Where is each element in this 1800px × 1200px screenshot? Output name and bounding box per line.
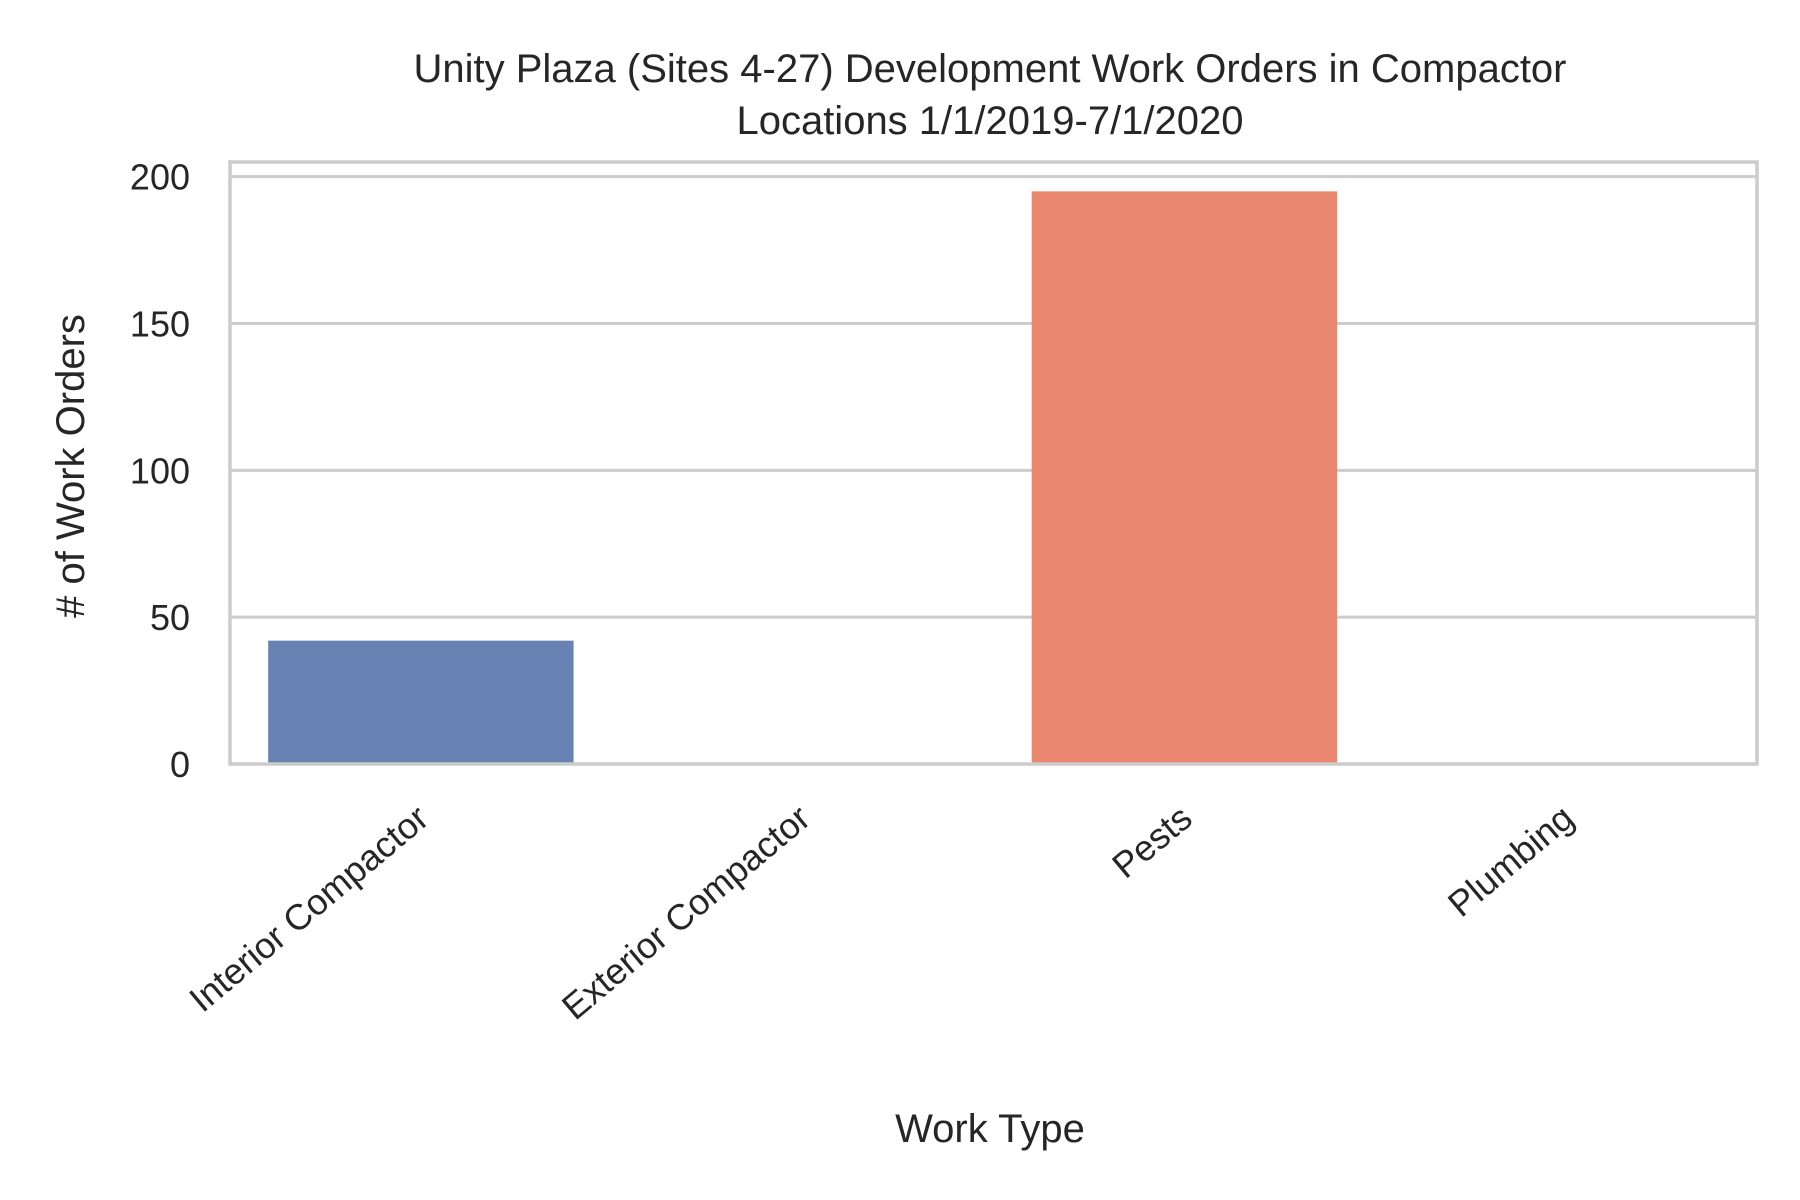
plot-frame	[228, 160, 1759, 766]
x-axis-ticks: Interior Compactor Exterior Compactor Pest…	[181, 797, 1581, 1028]
bar-interior-compactor	[268, 640, 574, 764]
x-tick-label: Interior Compactor	[181, 797, 436, 1020]
bars	[268, 191, 1338, 765]
y-tick-label: 0	[170, 744, 190, 785]
x-tick-label: Plumbing	[1440, 797, 1581, 925]
y-tick-label: 150	[130, 304, 190, 345]
y-axis-ticks: 0 50 100 150 200	[130, 157, 190, 785]
x-tick-label: Exterior Compactor	[554, 797, 818, 1028]
y-axis-label: # of Work Orders	[49, 314, 93, 618]
x-axis-label: Work Type	[895, 1107, 1085, 1151]
y-tick-label: 50	[150, 597, 190, 638]
x-tick-label: Pests	[1104, 797, 1199, 886]
y-tick-label: 100	[130, 450, 190, 491]
chart-title: Unity Plaza (Sites 4-27) Development Wor…	[413, 47, 1566, 91]
bar-pests	[1031, 191, 1338, 765]
chart-subtitle: Locations 1/1/2019-7/1/2020	[736, 99, 1243, 143]
y-tick-label: 200	[130, 157, 190, 198]
